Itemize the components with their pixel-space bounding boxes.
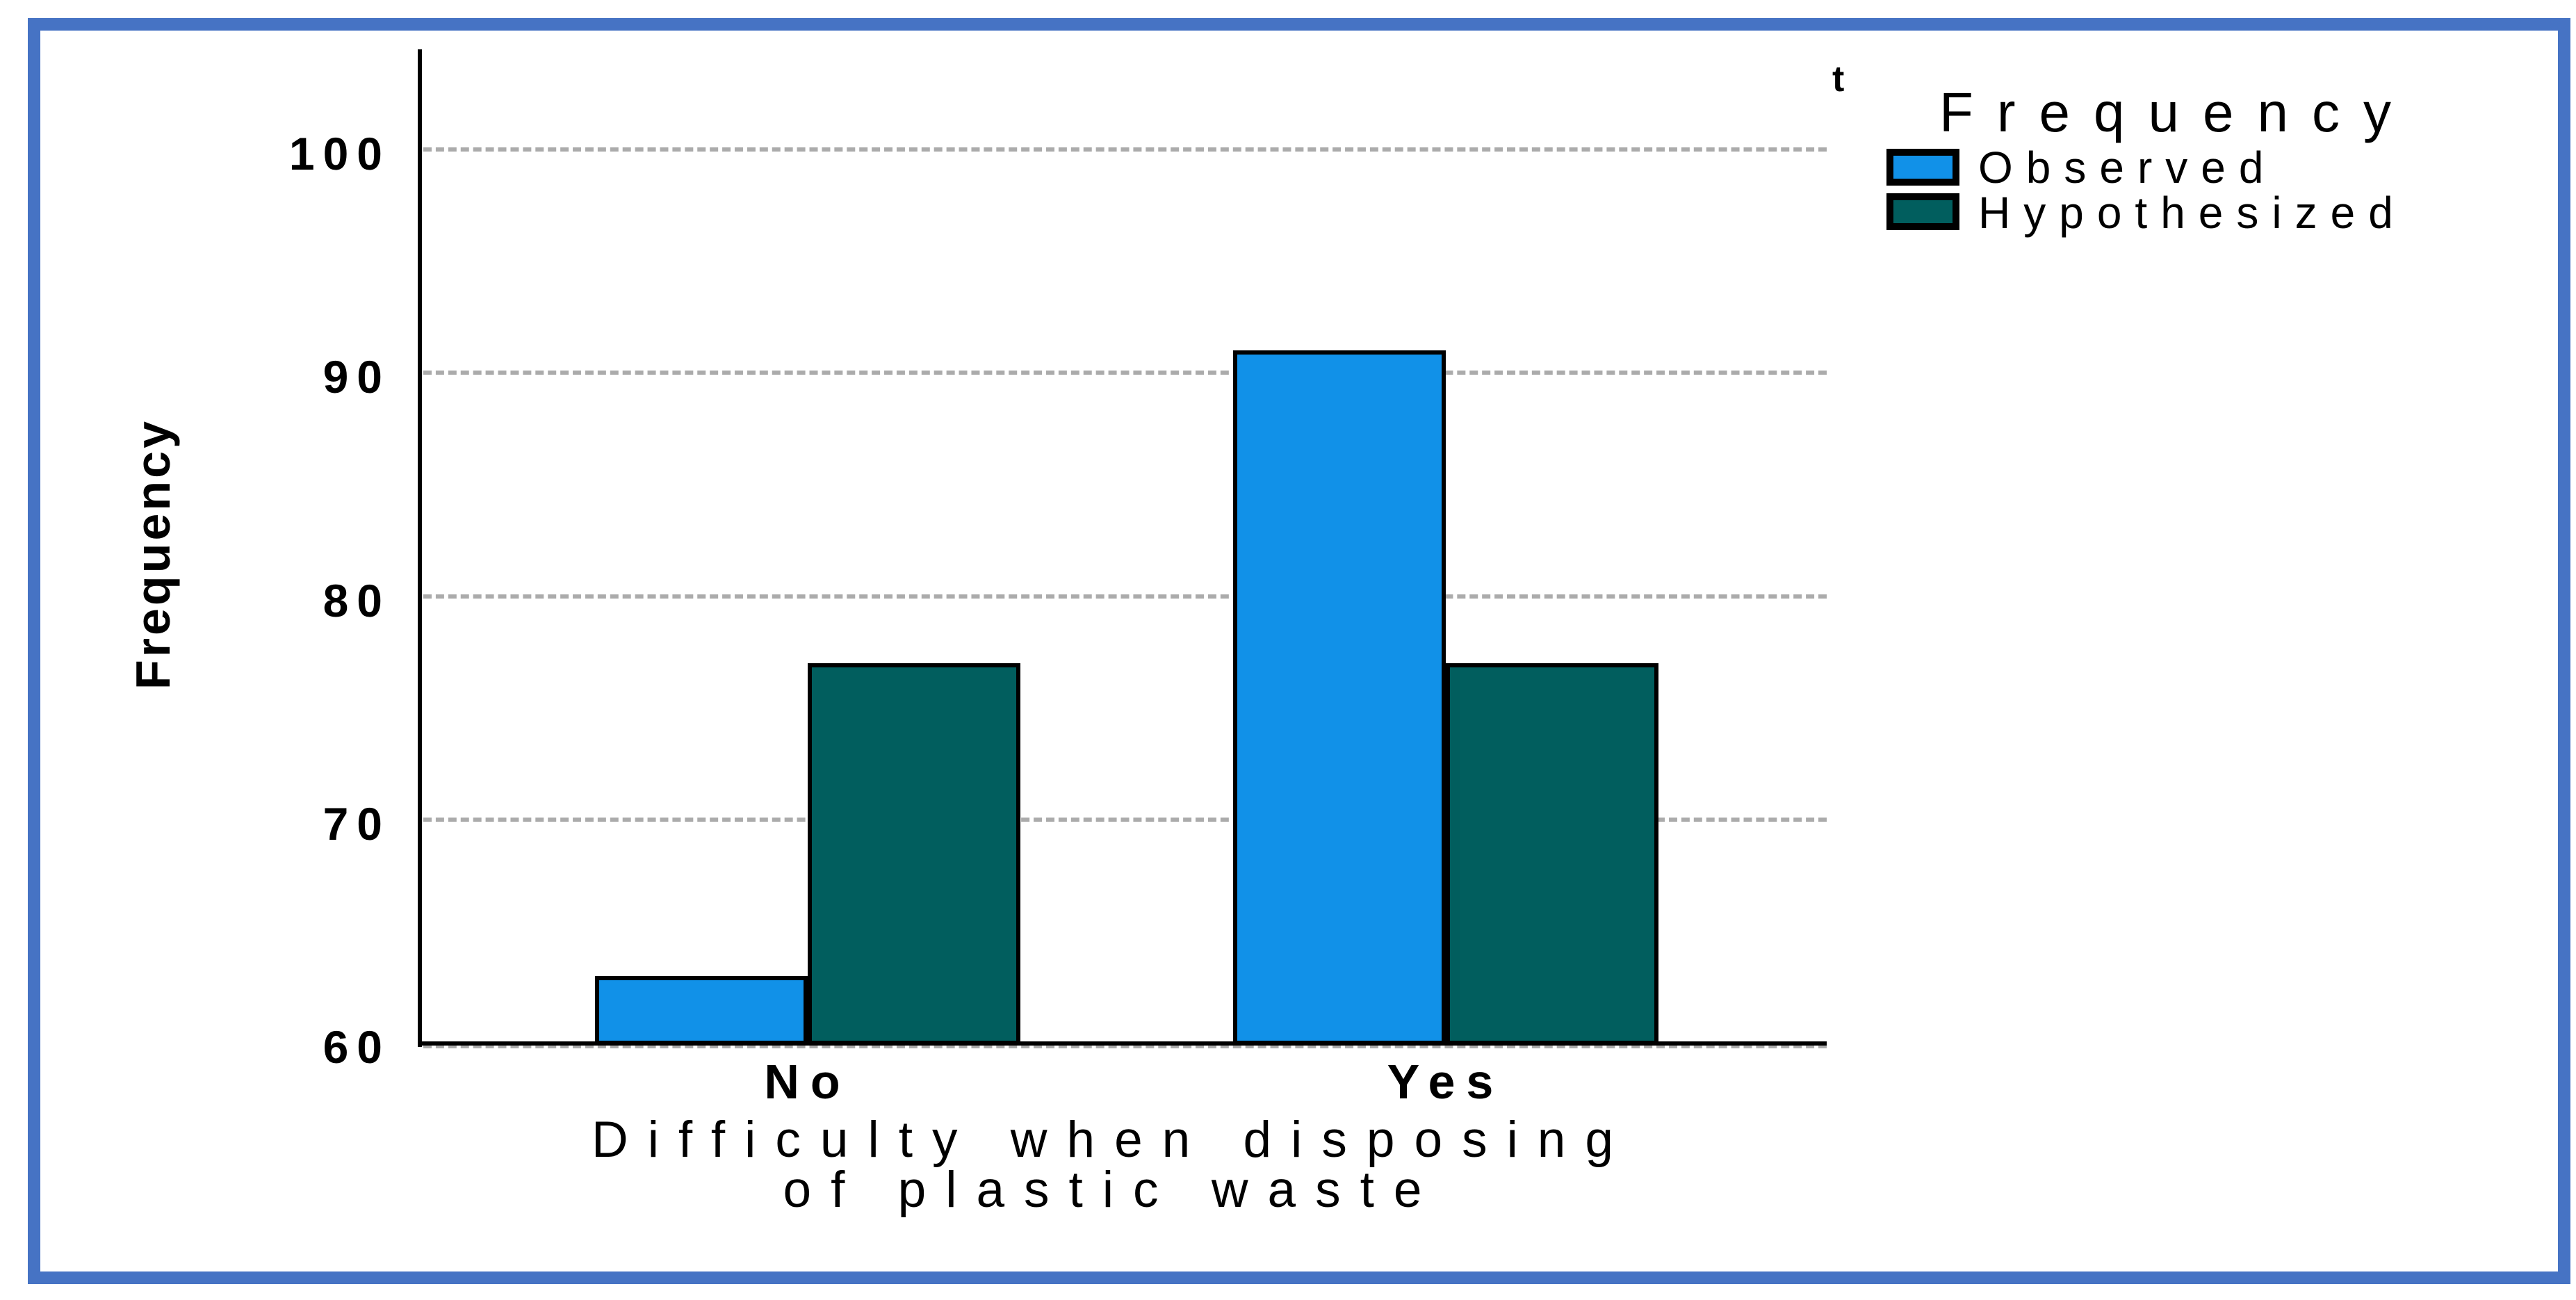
gridline-70 — [423, 817, 1827, 822]
gridline-80 — [423, 594, 1827, 599]
gridline-60 — [423, 1044, 1827, 1048]
bar-observed-yes — [1233, 350, 1446, 1045]
legend-label-observed: Observed — [1978, 143, 2277, 193]
x-category-label-yes: Yes — [1387, 1055, 1505, 1109]
legend-swatch-observed — [1886, 149, 1959, 186]
legend-title: Frequency — [1939, 81, 2415, 143]
y-axis-title: Frequency — [126, 419, 180, 690]
legend-footnote-marker: t — [1832, 59, 1845, 99]
legend-label-hypothesized: Hypothesized — [1978, 188, 2406, 238]
y-tick-label-70: 70 — [323, 797, 391, 850]
outer-frame-border — [28, 18, 2570, 1284]
y-tick-label-100: 100 — [288, 128, 391, 179]
legend-swatch-hypothesized — [1886, 193, 1959, 230]
y-tick-label-90: 90 — [323, 351, 391, 403]
gridline-100 — [423, 147, 1827, 152]
gridline-90 — [423, 371, 1827, 375]
x-axis-line — [418, 1041, 1827, 1046]
bar-hypothesized-yes — [1446, 663, 1658, 1045]
bar-hypothesized-no — [808, 663, 1020, 1045]
y-tick-label-80: 80 — [323, 574, 391, 626]
x-category-label-no: No — [764, 1055, 851, 1109]
bar-observed-no — [595, 975, 808, 1045]
x-axis-title: Difficulty when disposing of plastic was… — [591, 1112, 1633, 1218]
y-axis-line — [418, 49, 422, 1047]
y-tick-label-60: 60 — [323, 1021, 391, 1073]
